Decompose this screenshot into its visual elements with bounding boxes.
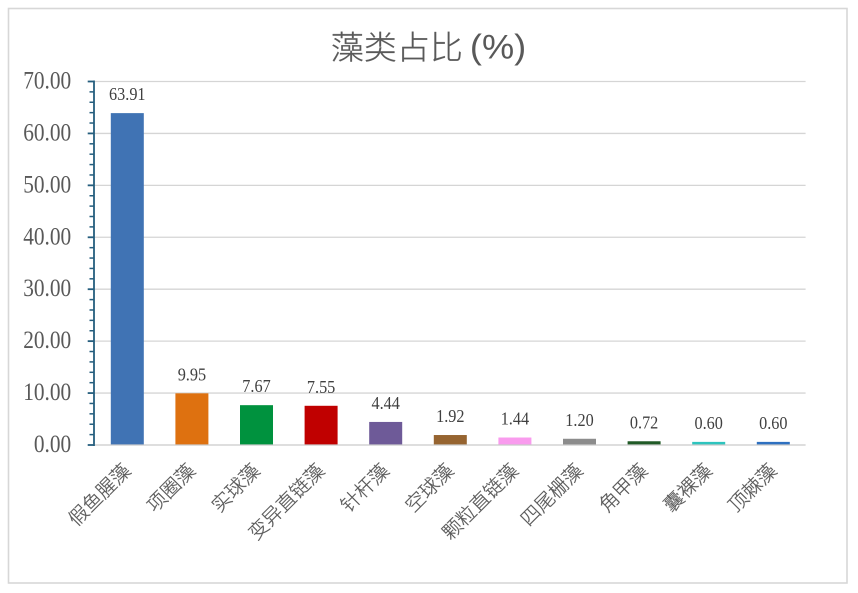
svg-text:63.91: 63.91 <box>109 84 146 104</box>
svg-text:0.72: 0.72 <box>630 412 658 432</box>
svg-text:40.00: 40.00 <box>23 223 71 250</box>
svg-text:1.92: 1.92 <box>436 406 464 426</box>
svg-text:50.00: 50.00 <box>23 171 71 198</box>
svg-text:1.44: 1.44 <box>501 409 529 429</box>
svg-text:9.95: 9.95 <box>178 364 206 384</box>
svg-text:4.44: 4.44 <box>372 393 400 413</box>
svg-text:0.00: 0.00 <box>34 431 71 458</box>
svg-text:7.55: 7.55 <box>307 377 335 397</box>
svg-text:10.00: 10.00 <box>23 379 71 406</box>
svg-text:0.60: 0.60 <box>759 413 787 433</box>
svg-text:0.60: 0.60 <box>695 413 723 433</box>
svg-text:7.67: 7.67 <box>242 376 270 396</box>
svg-text:30.00: 30.00 <box>23 275 71 302</box>
svg-text:20.00: 20.00 <box>23 327 71 354</box>
svg-text:(%): (%) <box>470 29 526 67</box>
svg-text:70.00: 70.00 <box>23 67 71 94</box>
svg-text:1.20: 1.20 <box>565 410 593 430</box>
svg-text:60.00: 60.00 <box>23 119 71 146</box>
